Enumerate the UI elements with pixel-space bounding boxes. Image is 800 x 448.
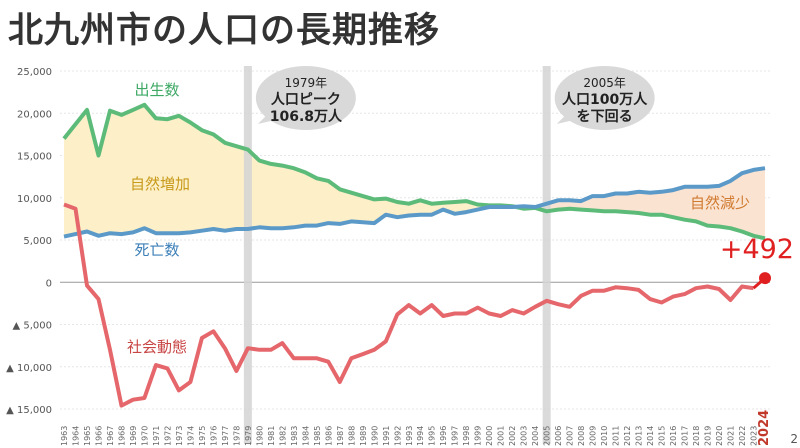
x-tick-label: 1971 bbox=[152, 426, 161, 446]
x-tick-label: 2005 bbox=[543, 426, 552, 446]
y-tick-label: ▲ 15,000 bbox=[6, 405, 52, 416]
series-label-deaths: 死亡数 bbox=[134, 241, 179, 259]
x-tick-label: 1990 bbox=[370, 426, 379, 446]
x-tick-label: 1964 bbox=[71, 426, 80, 446]
x-tick-label: 2022 bbox=[738, 426, 747, 446]
x-tick-label: 1966 bbox=[94, 426, 103, 446]
x-tick-label: 1997 bbox=[451, 426, 460, 446]
x-tick-label: 1998 bbox=[462, 426, 471, 446]
x-tick-label: 2014 bbox=[646, 426, 655, 446]
series-line-1 bbox=[63, 166, 766, 239]
x-tick-label: 1993 bbox=[405, 426, 414, 446]
x-tick-label: 1985 bbox=[313, 426, 322, 446]
x-tick-label: 2007 bbox=[566, 426, 575, 446]
x-tick-label: 1978 bbox=[232, 426, 241, 446]
x-tick-label: 2018 bbox=[692, 426, 701, 446]
y-tick-label: 20,000 bbox=[17, 109, 52, 120]
x-tick-label: 2020 bbox=[715, 426, 724, 446]
highlight-bar-2005 bbox=[542, 66, 551, 444]
x-tick-label: 1981 bbox=[267, 426, 276, 446]
x-tick-label: 1992 bbox=[393, 426, 402, 446]
highlight-label: +492 bbox=[720, 234, 794, 265]
x-tick-label: 2003 bbox=[520, 426, 529, 446]
x-tick-label: 1989 bbox=[359, 426, 368, 446]
x-tick-label: 2004 bbox=[531, 426, 540, 446]
x-tick-label: 2021 bbox=[727, 426, 736, 446]
y-tick-label: 5,000 bbox=[23, 236, 52, 247]
x-tick-label: 2010 bbox=[600, 426, 609, 446]
x-tick-label: 2012 bbox=[623, 426, 632, 446]
x-tick-label: 2024 bbox=[757, 410, 772, 446]
x-tick-label: 1975 bbox=[198, 426, 207, 446]
series-line-0 bbox=[62, 102, 766, 241]
x-tick-label: 1969 bbox=[129, 426, 138, 446]
series-label-births: 出生数 bbox=[134, 81, 179, 99]
x-tick-label: 1972 bbox=[163, 426, 172, 446]
y-tick-label: ▲ 10,000 bbox=[6, 363, 52, 374]
x-tick-label: 2013 bbox=[635, 426, 644, 446]
x-tick-label: 2016 bbox=[669, 426, 678, 446]
callout-text: 人口100万人 bbox=[562, 91, 648, 108]
callout-text: 106.8万人 bbox=[270, 108, 343, 125]
callout-text: を下回る bbox=[577, 109, 633, 125]
x-tick-label: 1973 bbox=[175, 426, 184, 446]
callout-text: 1979年 bbox=[285, 76, 328, 90]
x-tick-label: 1968 bbox=[117, 426, 126, 446]
x-tick-label: 2009 bbox=[589, 426, 598, 446]
x-tick-label: 2015 bbox=[658, 426, 667, 446]
x-tick-label: 1994 bbox=[416, 426, 425, 446]
y-tick-label: 15,000 bbox=[17, 152, 52, 163]
x-tick-label: 2008 bbox=[577, 426, 586, 446]
x-tick-label: 1995 bbox=[428, 426, 437, 446]
x-tick-label: 1987 bbox=[336, 426, 345, 446]
x-tick-label: 2019 bbox=[704, 426, 713, 446]
area-label-increase: 自然増加 bbox=[130, 175, 190, 193]
x-tick-label: 1991 bbox=[382, 426, 391, 446]
x-tick-label: 1970 bbox=[140, 426, 149, 446]
x-tick-label: 1977 bbox=[221, 426, 230, 446]
area-label-decrease: 自然減少 bbox=[690, 194, 750, 212]
x-tick-label: 1986 bbox=[324, 426, 333, 446]
y-tick-label: 0 bbox=[46, 278, 52, 289]
x-tick-label: 1988 bbox=[347, 426, 356, 446]
page-title: 北九州市の人口の長期推移 bbox=[8, 11, 441, 51]
x-tick-label: 2017 bbox=[681, 426, 690, 446]
highlight-point bbox=[759, 272, 771, 285]
x-tick-label: 2001 bbox=[497, 426, 506, 446]
x-tick-label: 1974 bbox=[186, 426, 195, 446]
page-number: 2 bbox=[790, 432, 798, 446]
x-tick-label: 1976 bbox=[209, 426, 218, 446]
x-tick-label: 1983 bbox=[290, 426, 299, 446]
natural-decrease-area bbox=[535, 168, 765, 239]
x-tick-label: 2002 bbox=[508, 426, 517, 446]
x-tick-label: 1982 bbox=[278, 426, 287, 446]
x-tick-label: 1965 bbox=[83, 426, 92, 446]
callout-text: 人口ピーク bbox=[271, 91, 341, 108]
x-tick-label: 2023 bbox=[750, 426, 759, 446]
callout-text: 2005年 bbox=[583, 76, 626, 90]
x-tick-label: 1979 bbox=[244, 426, 253, 446]
x-tick-label: 1996 bbox=[439, 426, 448, 446]
x-tick-label: 2006 bbox=[554, 426, 563, 446]
callout-bubble bbox=[554, 66, 655, 130]
highlight-bar-1979 bbox=[243, 66, 252, 444]
x-tick-label: 2000 bbox=[485, 426, 494, 446]
y-tick-label: 10,000 bbox=[17, 194, 52, 205]
x-tick-label: 1980 bbox=[255, 426, 264, 446]
x-tick-label: 1967 bbox=[106, 426, 115, 446]
x-tick-label: 1999 bbox=[474, 426, 483, 446]
series-label-social: 社会動態 bbox=[127, 338, 187, 356]
x-tick-label: 2011 bbox=[612, 426, 621, 446]
y-tick-label: ▲ 5,000 bbox=[13, 321, 53, 332]
x-tick-label: 1963 bbox=[60, 426, 69, 446]
x-tick-label: 1984 bbox=[301, 426, 310, 446]
y-tick-label: 25,000 bbox=[17, 67, 52, 78]
callout-bubble bbox=[255, 66, 356, 130]
